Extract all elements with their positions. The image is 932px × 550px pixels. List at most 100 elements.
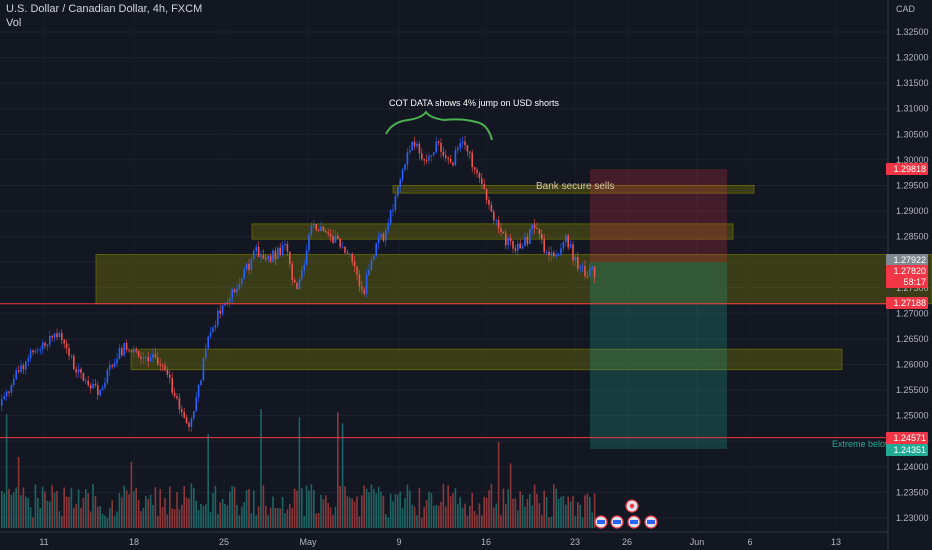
volume-bar [356, 496, 358, 528]
candle-body [337, 235, 339, 239]
candle-body [473, 167, 476, 170]
volume-bar [521, 494, 524, 528]
time-axis[interactable]: 11 18 25 May 9 16 23 26 Jun 6 13 [0, 531, 888, 547]
candle-body [416, 143, 418, 147]
candle-body [181, 409, 183, 413]
candle-body [262, 255, 265, 259]
candle-body [87, 380, 89, 386]
volume-bar [505, 504, 507, 528]
candle-body [389, 210, 392, 224]
x-tick-label: 9 [396, 537, 401, 547]
volume-bar [548, 517, 550, 528]
volume-bar [517, 510, 519, 528]
candle-body [593, 266, 596, 277]
candle-body [106, 369, 109, 383]
candle-body [46, 344, 49, 346]
volume-bar [572, 495, 574, 528]
volume-bar [464, 503, 466, 528]
volume-bar [149, 494, 152, 528]
volume-bar [334, 506, 337, 528]
volume-bar [459, 496, 461, 528]
volume-bar [553, 484, 555, 528]
candle-body [253, 251, 255, 259]
candle-body [97, 385, 99, 396]
take-profit-zone [590, 262, 727, 449]
volume-bar [289, 503, 291, 528]
support-resistance-zones [95, 184, 932, 371]
volume-bar [176, 492, 178, 528]
volume-bar [308, 490, 310, 528]
candle-body [437, 141, 440, 143]
volume-bar [145, 496, 147, 528]
candle-body [423, 159, 425, 161]
candle-body [500, 228, 502, 232]
volume-bar [454, 488, 457, 528]
volume-bar [183, 486, 185, 528]
volume-bar [313, 489, 315, 528]
candle-body [349, 253, 351, 255]
volume-bar [231, 485, 233, 528]
candle-body [339, 238, 341, 248]
volume-bar [325, 495, 327, 528]
symbol-title[interactable]: U.S. Dollar / Canadian Dollar, 4h, FXCM [6, 3, 203, 15]
candle-body [188, 422, 190, 427]
candle-body [370, 260, 373, 270]
volume-bar [430, 493, 433, 528]
bank-annotation[interactable]: Bank secure sells [536, 181, 615, 192]
candle-body [8, 391, 10, 393]
volume-bar [277, 508, 279, 528]
volume-bar [509, 463, 512, 528]
y-tick-label: 1.26000 [896, 360, 929, 370]
volume-bar [329, 507, 332, 528]
volume-bar [433, 505, 435, 528]
y-tick-label: 1.31500 [896, 78, 929, 88]
volume-label[interactable]: Vol [6, 17, 22, 29]
event-icons[interactable] [594, 499, 658, 529]
volume-bar [483, 496, 485, 528]
volume-bar [142, 507, 145, 528]
candle-body [569, 244, 572, 248]
volume-bar [514, 498, 517, 528]
candle-body [157, 357, 159, 365]
candle-body [53, 333, 56, 338]
volume-bar [375, 493, 377, 528]
volume-bar [190, 483, 193, 528]
extreme-annotation[interactable]: Extreme below [832, 439, 892, 449]
candle-body [243, 269, 245, 279]
volume-bar [370, 484, 373, 528]
volume-bar [212, 492, 214, 528]
volume-bar [265, 505, 267, 528]
cot-annotation[interactable]: COT DATA shows 4% jump on USD shorts [389, 98, 560, 108]
candle-body [457, 147, 459, 150]
candle-body [32, 350, 34, 353]
candle-body [73, 355, 75, 370]
y-tick-label: 1.27000 [896, 308, 929, 318]
candle-body [440, 142, 442, 152]
candle-body [394, 195, 397, 210]
candle-body [375, 243, 377, 256]
volume-bar [555, 488, 557, 528]
candle-body [581, 266, 584, 268]
volume-bar [423, 507, 425, 528]
cot-arc [385, 110, 493, 141]
candle-body [361, 286, 363, 290]
candle-body [397, 187, 399, 196]
candle-body [517, 243, 519, 251]
candle-body [241, 278, 243, 284]
candle-body [221, 305, 224, 314]
candle-body [89, 385, 92, 389]
candle-body [248, 263, 250, 270]
countdown-label: 58:17 [886, 276, 928, 288]
volume-bar [80, 507, 82, 528]
volume-bar [56, 490, 58, 528]
volume-bar [344, 486, 346, 528]
candle-body [488, 199, 490, 205]
candle-body [15, 370, 17, 380]
volume-bar [425, 500, 428, 528]
short-position-tool[interactable] [590, 169, 727, 449]
volume-bar [5, 414, 8, 528]
candle-body [464, 141, 466, 146]
candle-body [495, 220, 497, 222]
volume-bar [118, 492, 121, 528]
